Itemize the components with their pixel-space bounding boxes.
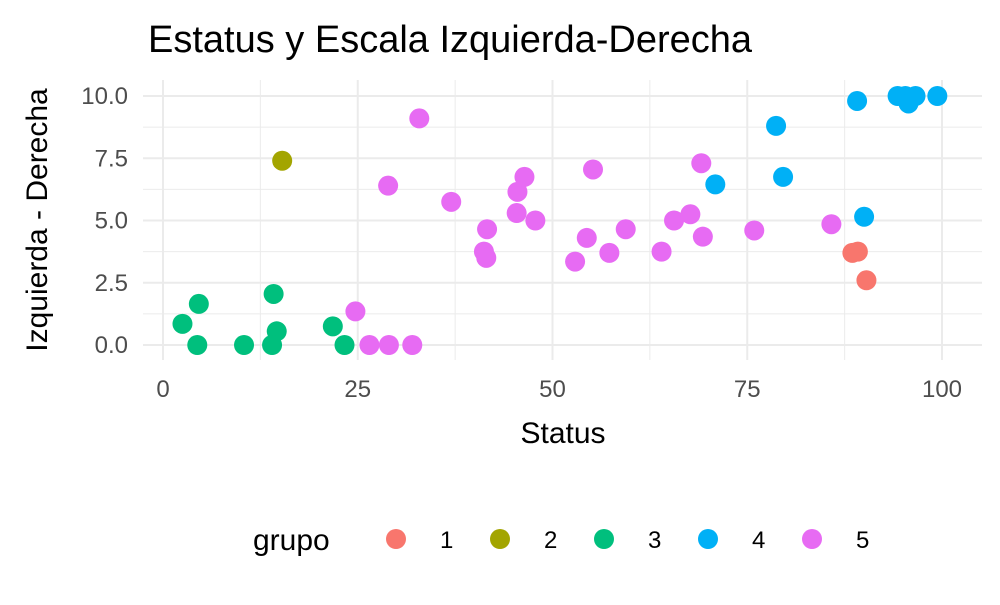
x-tick-label: 100 — [922, 376, 962, 403]
data-point-grupo-5 — [506, 203, 527, 224]
data-point-grupo-4 — [905, 86, 926, 106]
y-tick-label: 0.0 — [95, 332, 128, 359]
data-point-grupo-5 — [692, 226, 713, 247]
x-tick-label: 25 — [344, 376, 371, 403]
data-point-grupo-5 — [477, 219, 498, 240]
data-point-grupo-3 — [334, 335, 355, 355]
data-point-grupo-5 — [664, 210, 685, 231]
y-tick-label: 7.5 — [95, 145, 128, 172]
data-point-grupo-1 — [847, 241, 868, 262]
data-point-grupo-5 — [441, 191, 462, 212]
data-point-grupo-5 — [345, 301, 366, 322]
x-tick-label: 0 — [156, 376, 169, 403]
legend: grupo 1 2 3 4 5 — [253, 524, 869, 557]
legend-label-4: 4 — [752, 527, 765, 554]
data-point-grupo-3 — [322, 316, 343, 337]
legend-key-1 — [386, 529, 406, 549]
data-point-grupo-5 — [599, 242, 620, 263]
data-point-grupo-5 — [691, 153, 712, 174]
data-point-grupo-5 — [821, 214, 842, 235]
legend-label-1: 1 — [440, 527, 453, 554]
y-tick-label: 5.0 — [95, 208, 128, 235]
data-point-grupo-5 — [615, 219, 636, 240]
data-point-grupo-3 — [262, 335, 283, 355]
legend-label-2: 2 — [544, 527, 557, 554]
data-point-grupo-5 — [507, 181, 528, 202]
data-point-grupo-3 — [187, 335, 208, 355]
legend-key-4 — [698, 529, 718, 549]
y-axis-title: Izquierda - Derecha — [21, 88, 54, 352]
data-point-grupo-4 — [927, 86, 948, 106]
data-point-grupo-5 — [744, 220, 765, 241]
x-tick-label: 75 — [734, 376, 761, 403]
data-point-grupo-1 — [856, 270, 877, 291]
tick-labels: 0 25 50 75 100 0.0 2.5 5.0 7.5 10.0 — [81, 83, 962, 403]
data-point-grupo-5 — [651, 241, 672, 262]
data-point-grupo-3 — [172, 313, 193, 334]
data-point-grupo-3 — [263, 283, 284, 304]
data-point-grupo-5 — [409, 108, 430, 129]
data-points — [172, 86, 948, 355]
data-point-grupo-5 — [565, 251, 586, 272]
data-point-grupo-5 — [680, 204, 701, 225]
data-point-grupo-2 — [272, 150, 293, 171]
data-point-grupo-5 — [576, 227, 597, 248]
y-tick-label: 2.5 — [95, 270, 128, 297]
data-point-grupo-5 — [378, 175, 399, 196]
legend-key-5 — [802, 529, 822, 549]
chart-title: Estatus y Escala Izquierda-Derecha — [148, 19, 753, 61]
x-axis-title: Status — [520, 417, 605, 450]
data-point-grupo-4 — [766, 115, 787, 136]
legend-label-5: 5 — [856, 527, 869, 554]
data-point-grupo-5 — [583, 159, 604, 180]
data-point-grupo-4 — [847, 90, 868, 111]
data-point-grupo-5 — [525, 210, 546, 231]
data-point-grupo-4 — [854, 206, 875, 227]
legend-title: grupo — [253, 524, 330, 557]
data-point-grupo-5 — [359, 335, 380, 355]
data-point-grupo-5 — [402, 335, 423, 355]
data-point-grupo-3 — [234, 335, 255, 355]
data-point-grupo-3 — [188, 293, 209, 314]
data-point-grupo-5 — [378, 335, 399, 355]
legend-key-3 — [594, 529, 614, 549]
legend-key-2 — [490, 529, 510, 549]
data-point-grupo-4 — [705, 174, 726, 195]
grid — [143, 80, 982, 360]
data-point-grupo-5 — [514, 166, 535, 187]
data-point-grupo-5 — [476, 247, 497, 268]
y-tick-label: 10.0 — [81, 83, 128, 110]
legend-label-3: 3 — [648, 527, 661, 554]
x-tick-label: 50 — [539, 376, 566, 403]
data-point-grupo-4 — [773, 166, 794, 187]
